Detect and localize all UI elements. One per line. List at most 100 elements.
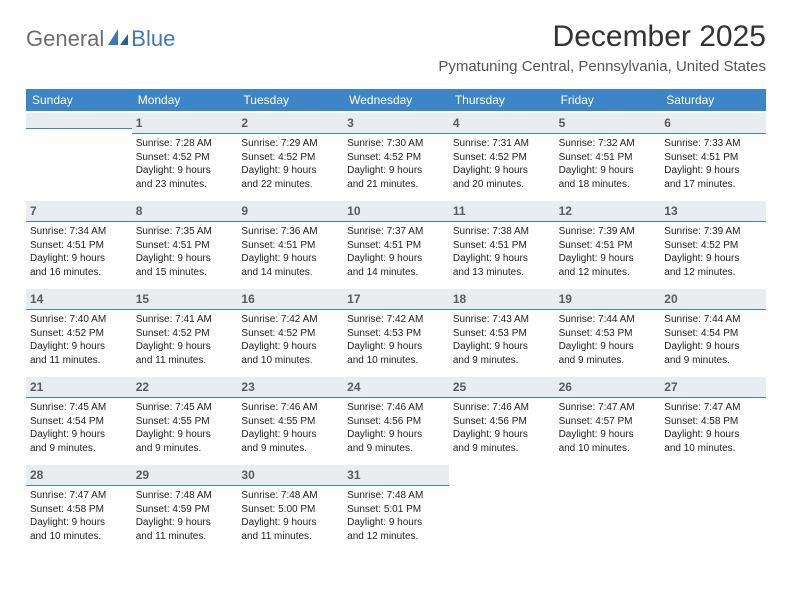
sunset-text: Sunset: 4:51 PM: [453, 239, 551, 253]
dl2-text: and 9 minutes.: [453, 442, 551, 456]
day-info: Sunrise: 7:39 AMSunset: 4:51 PMDaylight:…: [559, 225, 657, 279]
day-number: 3: [347, 116, 354, 130]
calendar-cell: [26, 111, 132, 199]
daynum-row: 16: [237, 289, 343, 310]
daynum-row-blank: [26, 113, 132, 129]
day-number: 30: [241, 468, 254, 482]
dl2-text: and 9 minutes.: [30, 442, 128, 456]
dl2-text: and 12 minutes.: [664, 266, 762, 280]
sunset-text: Sunset: 4:53 PM: [347, 327, 445, 341]
dl1-text: Daylight: 9 hours: [453, 428, 551, 442]
page-title: December 2025: [438, 20, 766, 54]
dl1-text: Daylight: 9 hours: [241, 252, 339, 266]
dl2-text: and 10 minutes.: [30, 530, 128, 544]
day-number: 22: [136, 380, 149, 394]
sunset-text: Sunset: 4:51 PM: [347, 239, 445, 253]
day-number: 29: [136, 468, 149, 482]
sunrise-text: Sunrise: 7:48 AM: [241, 489, 339, 503]
day-number: 23: [241, 380, 254, 394]
sunset-text: Sunset: 4:56 PM: [453, 415, 551, 429]
day-number: 24: [347, 380, 360, 394]
sunrise-text: Sunrise: 7:46 AM: [453, 401, 551, 415]
dl2-text: and 10 minutes.: [347, 354, 445, 368]
dl1-text: Daylight: 9 hours: [30, 516, 128, 530]
dl1-text: Daylight: 9 hours: [30, 428, 128, 442]
day-number: 4: [453, 116, 460, 130]
day-number: 10: [347, 204, 360, 218]
daynum-row: 10: [343, 201, 449, 222]
calendar-cell: 19Sunrise: 7:44 AMSunset: 4:53 PMDayligh…: [555, 287, 661, 375]
dl2-text: and 10 minutes.: [664, 442, 762, 456]
daynum-row: 17: [343, 289, 449, 310]
calendar-cell: 6Sunrise: 7:33 AMSunset: 4:51 PMDaylight…: [660, 111, 766, 199]
day-info: Sunrise: 7:34 AMSunset: 4:51 PMDaylight:…: [30, 225, 128, 279]
dl2-text: and 11 minutes.: [241, 530, 339, 544]
day-number: 6: [664, 116, 671, 130]
location-text: Pymatuning Central, Pennsylvania, United…: [438, 58, 766, 75]
dl1-text: Daylight: 9 hours: [241, 164, 339, 178]
dl2-text: and 10 minutes.: [241, 354, 339, 368]
sunrise-text: Sunrise: 7:40 AM: [30, 313, 128, 327]
day-number: 8: [136, 204, 143, 218]
daynum-row: 9: [237, 201, 343, 222]
calendar-cell: 28Sunrise: 7:47 AMSunset: 4:58 PMDayligh…: [26, 463, 132, 551]
sunset-text: Sunset: 4:59 PM: [136, 503, 234, 517]
dl1-text: Daylight: 9 hours: [136, 340, 234, 354]
dl2-text: and 12 minutes.: [559, 266, 657, 280]
day-number: 14: [30, 292, 43, 306]
dow-header: Sunday: [26, 89, 132, 111]
sunset-text: Sunset: 4:58 PM: [30, 503, 128, 517]
calendar-cell: 3Sunrise: 7:30 AMSunset: 4:52 PMDaylight…: [343, 111, 449, 199]
calendar-cell: 29 Sunrise: 7:48 AMSunset: 4:59 PMDayligh…: [132, 463, 238, 551]
sunset-text: Sunset: 4:56 PM: [347, 415, 445, 429]
dl1-text: Daylight: 9 hours: [559, 428, 657, 442]
day-number: 9: [241, 204, 248, 218]
dl2-text: and 11 minutes.: [136, 530, 234, 544]
daynum-row: 31: [343, 465, 449, 486]
dl2-text: and 23 minutes.: [136, 178, 234, 192]
dl2-text: and 20 minutes.: [453, 178, 551, 192]
day-number: 28: [30, 468, 43, 482]
sunset-text: Sunset: 4:51 PM: [559, 151, 657, 165]
sunrise-text: Sunrise: 7:46 AM: [241, 401, 339, 415]
sunrise-text: Sunrise: 7:45 AM: [30, 401, 128, 415]
sunrise-text: Sunrise: 7:42 AM: [347, 313, 445, 327]
calendar-cell: 16Sunrise: 7:42 AMSunset: 4:52 PMDayligh…: [237, 287, 343, 375]
dow-header: Monday: [132, 89, 238, 111]
calendar-cell: 7Sunrise: 7:34 AMSunset: 4:51 PMDaylight…: [26, 199, 132, 287]
day-number: 11: [453, 204, 466, 218]
calendar-cell: 10Sunrise: 7:37 AMSunset: 4:51 PMDayligh…: [343, 199, 449, 287]
day-info: Sunrise: 7:47 AMSunset: 4:57 PMDaylight:…: [559, 401, 657, 455]
dl1-text: Daylight: 9 hours: [30, 252, 128, 266]
dl2-text: and 9 minutes.: [559, 354, 657, 368]
day-number: 27: [664, 380, 677, 394]
dl2-text: and 9 minutes.: [136, 442, 234, 456]
day-number: 25: [453, 380, 466, 394]
daynum-row: 4: [449, 113, 555, 134]
dl1-text: Daylight: 9 hours: [136, 252, 234, 266]
sunrise-text: Sunrise: 7:48 AM: [136, 489, 234, 503]
dow-header: Friday: [555, 89, 661, 111]
sunrise-text: Sunrise: 7:44 AM: [664, 313, 762, 327]
day-info: Sunrise: 7:44 AMSunset: 4:53 PMDaylight:…: [559, 313, 657, 367]
day-info: Sunrise: 7:48 AMSunset: 4:59 PMDaylight:…: [136, 489, 234, 543]
sunrise-text: Sunrise: 7:29 AM: [241, 137, 339, 151]
dl2-text: and 11 minutes.: [30, 354, 128, 368]
sunset-text: Sunset: 4:53 PM: [559, 327, 657, 341]
sunset-text: Sunset: 4:54 PM: [664, 327, 762, 341]
day-info: Sunrise: 7:46 AMSunset: 4:56 PMDaylight:…: [453, 401, 551, 455]
dl2-text: and 18 minutes.: [559, 178, 657, 192]
dl1-text: Daylight: 9 hours: [241, 428, 339, 442]
calendar-grid: SundayMondayTuesdayWednesdayThursdayFrid…: [26, 89, 766, 551]
dl1-text: Daylight: 9 hours: [136, 516, 234, 530]
dow-header: Tuesday: [237, 89, 343, 111]
day-number: 13: [664, 204, 677, 218]
daynum-row: 20: [660, 289, 766, 310]
dl1-text: Daylight: 9 hours: [241, 340, 339, 354]
sunrise-text: Sunrise: 7:38 AM: [453, 225, 551, 239]
day-info: Sunrise: 7:48 AMSunset: 5:00 PMDaylight:…: [241, 489, 339, 543]
dl1-text: Daylight: 9 hours: [30, 340, 128, 354]
sunrise-text: Sunrise: 7:34 AM: [30, 225, 128, 239]
dow-header: Thursday: [449, 89, 555, 111]
sunrise-text: Sunrise: 7:33 AM: [664, 137, 762, 151]
